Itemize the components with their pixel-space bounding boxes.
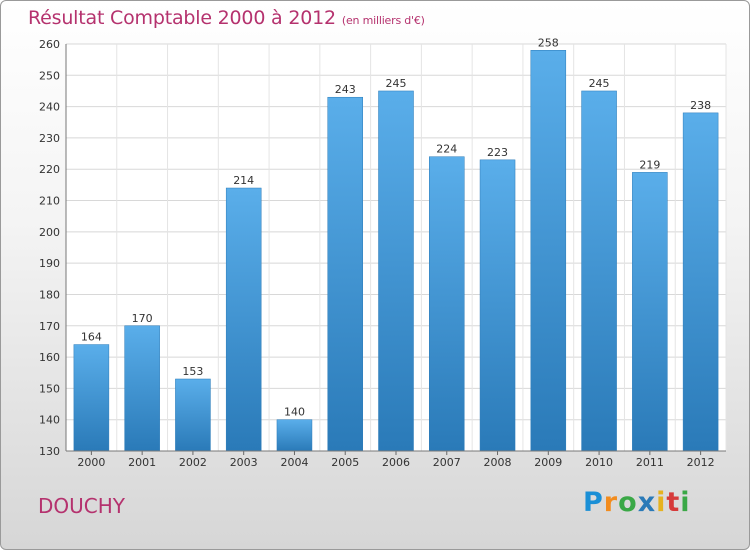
bar-value-label: 214: [233, 174, 254, 187]
y-tick-label: 150: [39, 382, 60, 395]
chart-title: Résultat Comptable 2000 à 2012 (en millie…: [28, 7, 425, 29]
x-tick-label: 2002: [179, 456, 207, 469]
axes-group: 130 140 150 160 170 180 190 200 210 220 230 240 250 2…: [39, 38, 726, 469]
bar-value-label: 170: [132, 312, 153, 325]
bar-2007: [429, 156, 465, 452]
logo-letter: i: [680, 487, 691, 518]
logo-letter: i: [656, 487, 667, 518]
x-tick-label: 2009: [534, 456, 562, 469]
bar-value-label: 245: [386, 77, 407, 90]
chart-title-text: Résultat Comptable 2000 à 2012: [28, 7, 336, 29]
bar-2003: [225, 187, 262, 452]
y-tick-label: 130: [39, 445, 60, 458]
y-tick-label: 200: [39, 226, 60, 239]
logo-letter: t: [666, 487, 681, 518]
bar-2012: [682, 112, 719, 452]
bar-2011: [632, 172, 668, 452]
x-tick-label: 2004: [280, 456, 308, 469]
bar-value-label: 258: [538, 36, 559, 49]
x-tick-label: 2007: [433, 456, 461, 469]
bar-value-label: 243: [335, 83, 356, 96]
bar-2009: [530, 50, 567, 452]
bar-2004: [276, 419, 313, 452]
y-tick-label: 140: [39, 414, 60, 427]
bar-2010: [581, 90, 617, 452]
bar-2005: [327, 96, 363, 452]
x-tick-label: 2000: [77, 456, 105, 469]
bar-value-label: 238: [690, 99, 711, 112]
x-tick-label: 2001: [128, 456, 156, 469]
bar-2002: [175, 378, 211, 452]
y-tick-label: 220: [39, 163, 60, 176]
logo-letter: P: [583, 487, 604, 518]
x-tick-label: 2011: [636, 456, 664, 469]
y-tick-label: 250: [39, 69, 60, 82]
y-tick-label: 160: [39, 351, 60, 364]
proxiti-logo[interactable]: Proxiti: [583, 487, 691, 518]
bar-value-label: 223: [487, 146, 508, 159]
bar-value-label: 153: [182, 365, 203, 378]
bar-value-label: 219: [639, 158, 660, 171]
y-tick-label: 210: [39, 195, 60, 208]
y-tick-label: 170: [39, 320, 60, 333]
x-tick-label: 2005: [331, 456, 359, 469]
y-tick-label: 240: [39, 101, 60, 114]
chart-subtitle: (en milliers d'€): [341, 14, 425, 27]
bar-value-label: 140: [284, 406, 305, 419]
bar-2006: [378, 90, 414, 452]
bar-value-label: 164: [81, 331, 102, 344]
bar-value-label: 224: [436, 143, 457, 156]
bars-group: 164 170 153 214 140 243 245 224 223 258 245 219 238: [73, 36, 719, 452]
logo-letter: o: [618, 487, 638, 518]
commune-name: DOUCHY: [38, 494, 126, 518]
y-tick-label: 180: [39, 288, 60, 301]
bar-value-label: 245: [589, 77, 610, 90]
x-tick-label: 2006: [382, 456, 410, 469]
bar-2001: [124, 325, 160, 452]
y-tick-label: 190: [39, 257, 60, 270]
y-tick-label: 230: [39, 132, 60, 145]
y-tick-label: 260: [39, 38, 60, 51]
x-tick-label: 2010: [585, 456, 613, 469]
bar-2000: [73, 344, 110, 452]
logo-letter: x: [637, 487, 657, 518]
x-tick-label: 2008: [484, 456, 512, 469]
x-tick-label: 2003: [230, 456, 258, 469]
x-tick-label: 2012: [687, 456, 715, 469]
logo-letter: r: [603, 487, 619, 518]
bar-2008: [479, 159, 516, 452]
